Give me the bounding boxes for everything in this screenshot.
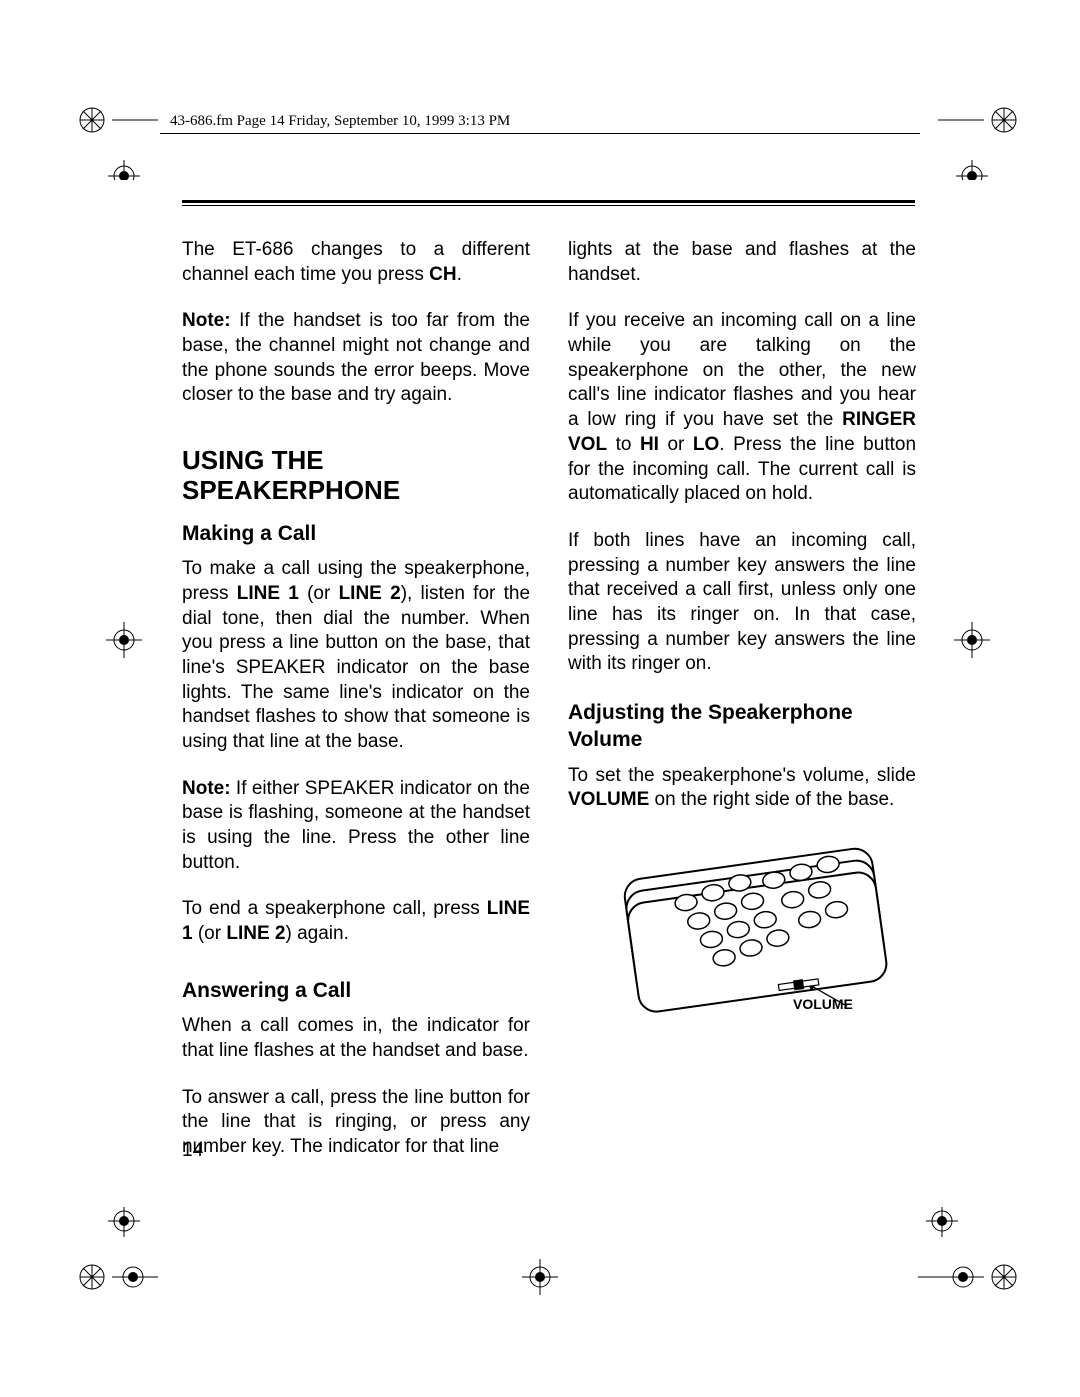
crop-mark-mid-left xyxy=(78,620,148,660)
running-head-underline xyxy=(160,133,920,134)
note-speaker-indicator: Note: If either SPEAKER indicator on the… xyxy=(182,777,530,876)
crop-mark-bottom-left xyxy=(78,1207,158,1297)
para-make-call: To make a call using the speakerphone, p… xyxy=(182,557,530,755)
running-head: 43-686.fm Page 14 Friday, September 10, … xyxy=(170,113,510,130)
para-lights: lights at the base and flashes at the ha… xyxy=(568,238,916,287)
right-column: lights at the base and flashes at the ha… xyxy=(568,238,916,1160)
illustration-volume-label: VOLUME xyxy=(793,995,853,1013)
content-divider xyxy=(182,200,915,208)
subheading-adjust-volume: Adjusting the Speakerphone Volume xyxy=(568,699,916,754)
subheading-answering-call: Answering a Call xyxy=(182,977,530,1004)
para-end-call: To end a speakerphone call, press LINE 1… xyxy=(182,897,530,946)
crop-mark-bottom-center xyxy=(500,1257,580,1297)
para-answer2: To answer a call, press the line button … xyxy=(182,1086,530,1160)
subheading-making-call: Making a Call xyxy=(182,520,530,547)
para-incoming: If you receive an incoming call on a lin… xyxy=(568,309,916,507)
crop-mark-top-right xyxy=(938,100,1018,180)
left-column: The ET-686 changes to a different channe… xyxy=(182,238,530,1160)
page-number: 14 xyxy=(182,1140,203,1162)
crop-mark-mid-right xyxy=(948,620,1018,660)
para-answer1: When a call comes in, the indicator for … xyxy=(182,1014,530,1063)
para-channel: The ET-686 changes to a different channe… xyxy=(182,238,530,287)
crop-mark-top-left xyxy=(78,100,158,180)
crop-mark-bottom-right xyxy=(898,1207,1018,1297)
para-both-lines: If both lines have an incoming call, pre… xyxy=(568,529,916,677)
note-handset-range: Note: If the handset is too far from the… xyxy=(182,309,530,408)
body-columns: The ET-686 changes to a different channe… xyxy=(182,238,916,1160)
base-illustration: VOLUME xyxy=(568,835,916,1033)
page: 43-686.fm Page 14 Friday, September 10, … xyxy=(0,0,1080,1397)
heading-using-speakerphone: USING THE SPEAKERPHONE xyxy=(182,446,530,506)
para-volume: To set the speakerphone's volume, slide … xyxy=(568,764,916,813)
